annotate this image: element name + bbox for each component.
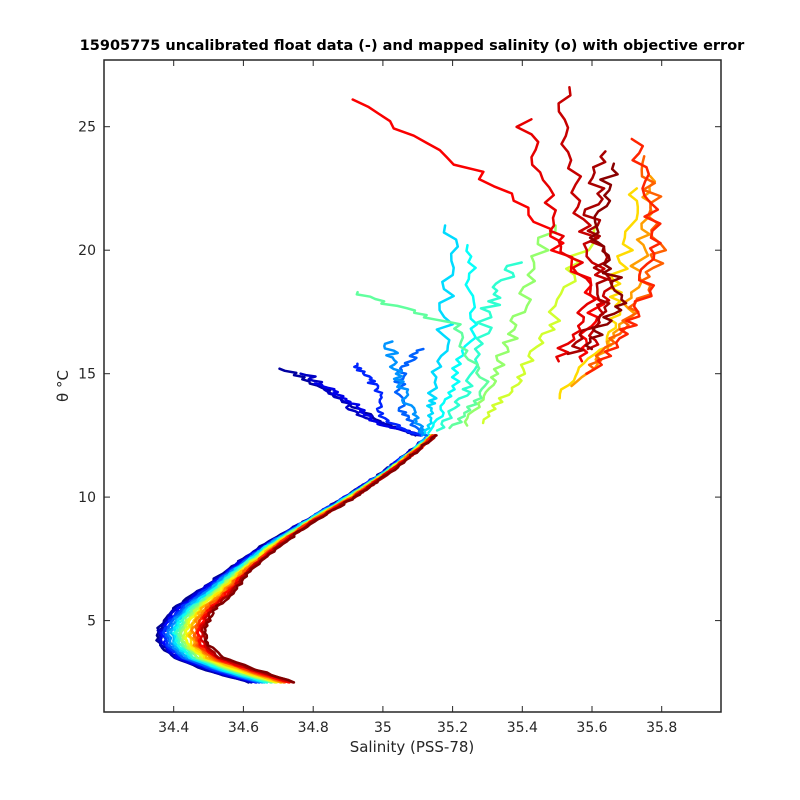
upper-profile-line (463, 224, 557, 427)
x-tick-label: 35.8 (646, 720, 677, 736)
x-tick-label: 34.6 (228, 720, 259, 736)
y-tick-label: 10 (78, 490, 96, 506)
upper-profile-line (353, 362, 422, 437)
upper-profile-line (435, 261, 523, 432)
ticks-layer: 34.4 34.6 34.8 35 35.2 35.4 35.6 35.8 5 10 15 20 25 (78, 60, 721, 736)
x-tick-label: 35.6 (576, 720, 607, 736)
upper-profile-line (515, 118, 597, 363)
upper-profile-line (383, 340, 427, 437)
upper-profile-line (557, 85, 614, 351)
upper-profile-line (355, 290, 490, 430)
y-tick-label: 20 (78, 243, 96, 259)
upper-profile-line (584, 162, 628, 351)
x-tick-label: 35 (374, 720, 392, 736)
x-tick-label: 34.8 (298, 720, 329, 736)
y-tick-label: 15 (78, 367, 96, 383)
chart-title: 15905775 uncalibrated float data (-) and… (80, 38, 745, 54)
upper-profile-line (585, 137, 662, 375)
upper-profile-line (423, 224, 460, 435)
profiles-layer (155, 85, 668, 684)
x-tick-label: 35.4 (507, 720, 538, 736)
y-axis-label: θ °C (54, 370, 72, 402)
x-axis-label: Salinity (PSS-78) (350, 738, 475, 756)
deep-profile-line (203, 434, 438, 684)
x-tick-label: 34.4 (158, 720, 189, 736)
y-tick-label: 25 (78, 120, 96, 136)
axes-frame (103, 59, 722, 713)
y-tick-label: 5 (87, 614, 96, 630)
x-tick-label: 35.2 (437, 720, 468, 736)
upper-profile-line (481, 224, 598, 425)
upper-profile-line (393, 347, 429, 437)
